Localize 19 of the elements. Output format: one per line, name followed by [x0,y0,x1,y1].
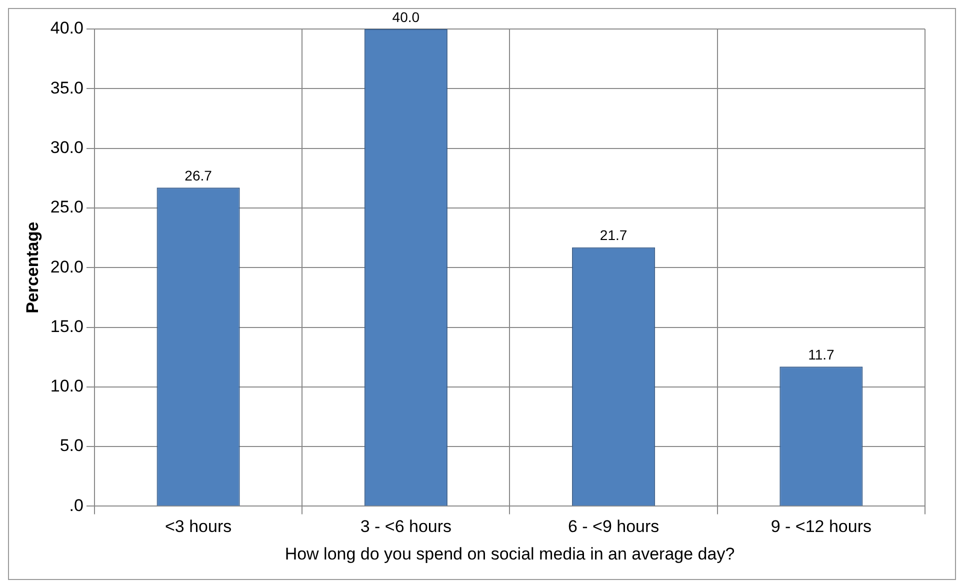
x-tick-label: 3 - <6 hours [360,517,452,536]
y-tick-label: 10.0 [50,376,84,396]
y-tick-label: 25.0 [50,198,84,217]
x-tick-label: 6 - <9 hours [568,517,660,536]
data-label: 40.0 [392,8,420,25]
y-tick-label: 15.0 [50,316,84,336]
y-tick-label: 30.0 [50,138,84,157]
y-axis-title: Percentage [22,222,42,314]
y-tick-label: 35.0 [50,78,84,98]
y-tick-label: .0 [69,496,84,515]
data-label: 11.7 [808,346,834,362]
x-tick-label: <3 hours [164,517,232,536]
y-tick-label: 40.0 [50,18,84,38]
y-tick-label: 20.0 [50,257,84,276]
x-tick-label: 9 - <12 hours [770,517,872,536]
data-label: 21.7 [600,227,628,244]
y-tick-label: 5.0 [60,436,84,456]
data-label: 26.7 [184,168,212,184]
x-axis-title: How long do you spend on social media in an average day? [284,544,735,564]
